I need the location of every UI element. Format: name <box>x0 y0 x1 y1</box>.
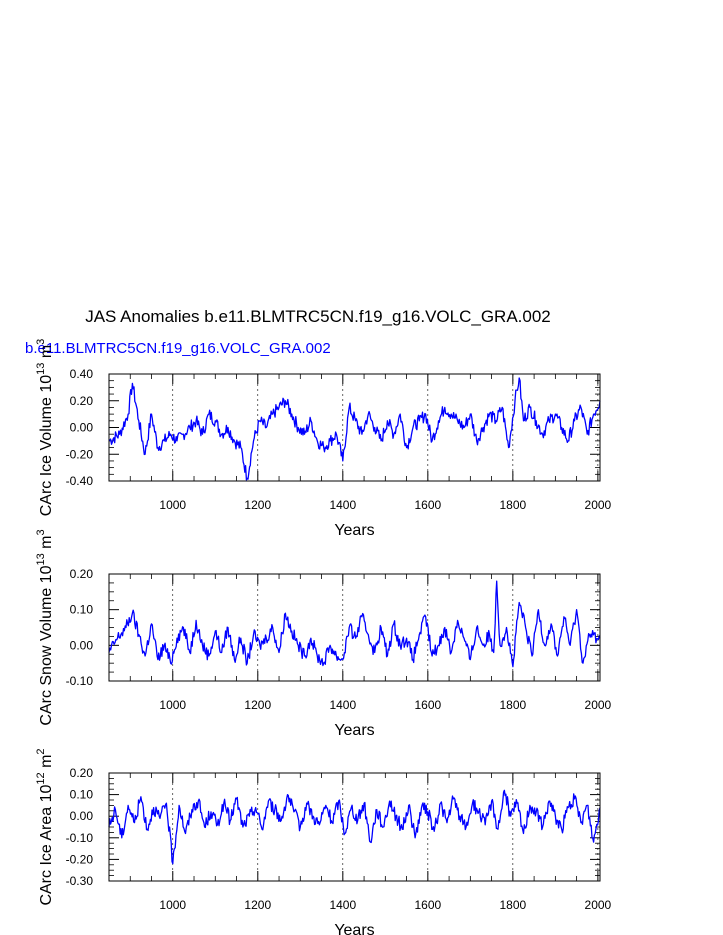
x-axis-label: Years <box>334 722 374 739</box>
x-tick-label: 1000 <box>159 898 186 912</box>
y-tick-label: 0.20 <box>70 567 94 581</box>
series-line-ice-area <box>108 789 601 865</box>
series-line-ice-volume <box>108 377 601 481</box>
y-axis-label: CArc Snow Volume 1013 m3 <box>35 529 55 725</box>
y-tick-label: -0.20 <box>66 852 94 866</box>
x-tick-label: 1000 <box>159 498 186 512</box>
run-label: b.e11.BLMTRC5CN.f19_g16.VOLC_GRA.002 <box>25 340 331 357</box>
x-tick-label: 1400 <box>329 498 356 512</box>
panel-ice-area: 1000 1200 1400 1600 1800 2000 -0.30 -0.20 -0.10 0… <box>35 748 612 935</box>
panels: 1000 1200 1400 1600 1800 2000 -0.40 -0.20 0.00 0.… <box>35 339 612 935</box>
panel-ice-volume: 1000 1200 1400 1600 1800 2000 -0.40 -0.20 0.00 0.… <box>35 339 612 539</box>
x-tick-label: 2000 <box>585 698 612 712</box>
y-axis-label: CArc Ice Volume 1013 m3 <box>35 339 55 517</box>
x-tick-label: 1200 <box>244 898 271 912</box>
y-tick-label: -0.20 <box>66 447 94 461</box>
y-tick-label: -0.10 <box>66 831 94 845</box>
x-tick-label: 1000 <box>159 698 186 712</box>
x-tick-label: 1800 <box>500 698 527 712</box>
y-tick-label: 0.10 <box>70 788 94 802</box>
x-tick-label: 1400 <box>329 898 356 912</box>
x-tick-label: 1200 <box>244 498 271 512</box>
y-tick-label: 0.00 <box>70 638 94 652</box>
plot-frame <box>108 573 601 682</box>
x-tick-label: 1800 <box>500 498 527 512</box>
x-tick-label: 1400 <box>329 698 356 712</box>
x-tick-label: 1800 <box>500 898 527 912</box>
plot-frame <box>108 772 601 882</box>
y-axis-label: CArc Ice Area 1012 m2 <box>35 748 55 905</box>
y-tick-label: 0.00 <box>70 421 94 435</box>
y-tick-label: 0.20 <box>70 766 94 780</box>
y-tick-label: -0.30 <box>66 874 94 888</box>
y-tick-label: 0.00 <box>70 809 94 823</box>
y-tick-label: -0.10 <box>66 674 94 688</box>
y-tick-label: 0.10 <box>70 603 94 617</box>
panel-snow-volume: 1000 1200 1400 1600 1800 2000 -0.10 0.00 0.10 0.2… <box>35 529 612 739</box>
x-tick-label: 2000 <box>585 498 612 512</box>
x-tick-label: 1600 <box>414 498 441 512</box>
figure-title: JAS Anomalies b.e11.BLMTRC5CN.f19_g16.VO… <box>85 307 551 326</box>
series-line-snow-volume <box>108 580 601 668</box>
y-tick-label: 0.20 <box>70 394 94 408</box>
x-tick-label: 2000 <box>585 898 612 912</box>
y-tick-label: 0.40 <box>70 367 94 381</box>
plot-frame <box>108 373 601 482</box>
x-tick-label: 1200 <box>244 698 271 712</box>
x-tick-label: 1600 <box>414 698 441 712</box>
y-tick-label: -0.40 <box>66 474 94 488</box>
x-tick-label: 1600 <box>414 898 441 912</box>
x-axis-label: Years <box>334 922 374 935</box>
x-axis-label: Years <box>334 522 374 539</box>
